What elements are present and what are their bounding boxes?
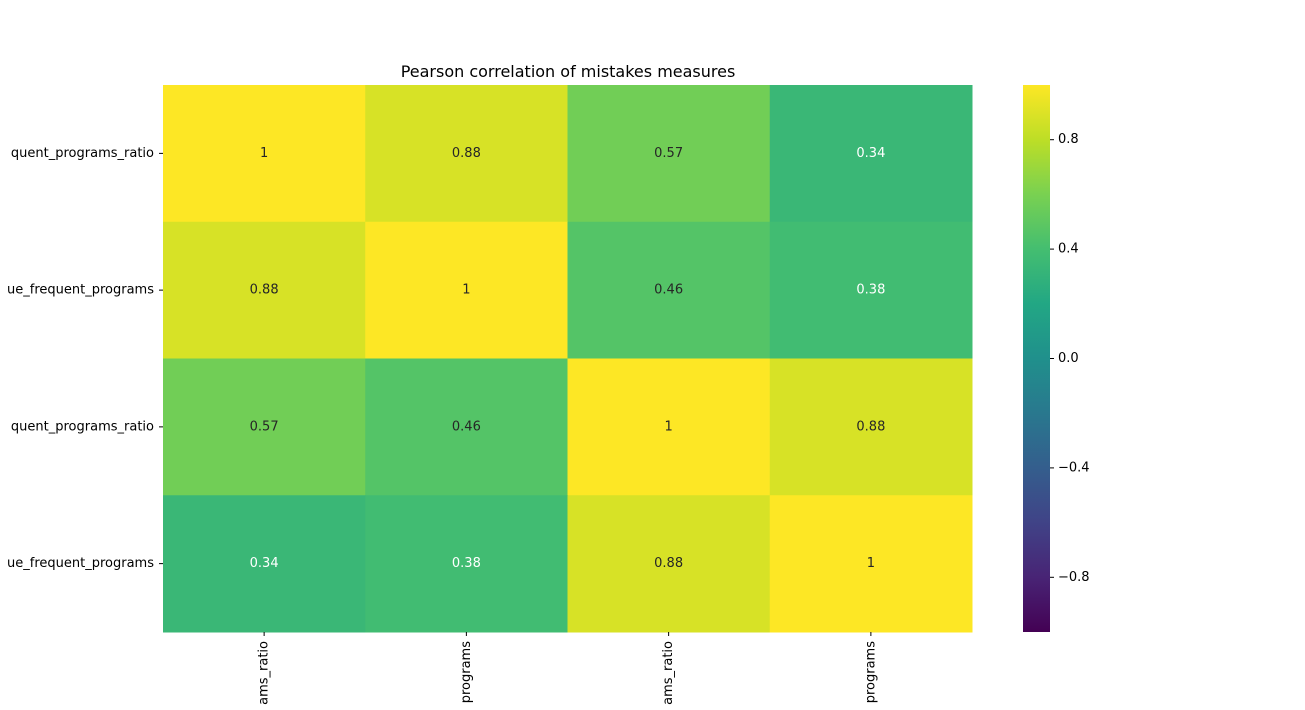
cell-annotation: 0.57 (654, 146, 683, 161)
y-axis: quent_programs_ratio ue_frequent_programs… (7, 146, 163, 571)
heatmap-cells (163, 85, 973, 633)
heatmap-cell (567, 221, 771, 359)
x-tick-label: programs (459, 641, 474, 703)
heatmap-cell (567, 358, 771, 496)
heatmap-cell (365, 85, 568, 223)
cell-annotation: 0.46 (452, 419, 481, 434)
heatmap-cell (365, 495, 568, 633)
cell-annotation: 1 (867, 556, 875, 571)
cell-annotation: 0.88 (856, 419, 885, 434)
y-tick-label: ue_frequent_programs (7, 283, 154, 298)
heatmap-cell (567, 495, 771, 633)
cell-annotation: 0.88 (452, 146, 481, 161)
heatmap-cell (163, 221, 366, 359)
heatmap-cell (769, 85, 973, 223)
x-axis: ams_ratio programs ams_ratio programs (257, 632, 878, 705)
cell-annotation: 0.34 (856, 146, 885, 161)
heatmap-cell (769, 221, 973, 359)
colorbar-axis: 0.8 0.4 0.0 −0.4 −0.8 (1050, 132, 1090, 585)
cell-annotation: 0.38 (452, 556, 481, 571)
cell-annotation: 0.88 (654, 556, 683, 571)
colorbar-tick-label: −0.8 (1058, 570, 1090, 585)
heatmap-cell (365, 358, 568, 496)
colorbar-tick-label: 0.8 (1058, 132, 1079, 147)
colorbar-tick-label: −0.4 (1058, 460, 1090, 475)
colorbar-tick-label: 0.0 (1058, 351, 1079, 366)
chart-title: Pearson correlation of mistakes measures (401, 62, 736, 81)
y-tick-label: quent_programs_ratio (11, 146, 154, 161)
cell-annotation: 1 (664, 419, 672, 434)
y-tick-label: quent_programs_ratio (11, 419, 154, 434)
heatmap-cell (365, 221, 568, 359)
heatmap-cell (769, 495, 973, 633)
cell-annotations: 1 0.88 0.57 0.34 0.88 1 0.46 0.38 0.57 0.46 1 0.88 0… (250, 146, 886, 571)
colorbar (1023, 85, 1050, 632)
heatmap-cell (163, 495, 366, 633)
x-tick-label: programs (863, 641, 878, 703)
cell-annotation: 1 (462, 283, 470, 298)
cell-annotation: 0.88 (250, 283, 279, 298)
y-tick-label: ue_frequent_programs (7, 556, 154, 571)
heatmap-cell (163, 85, 366, 223)
x-tick-label: ams_ratio (257, 641, 272, 705)
heatmap-cell (567, 85, 771, 223)
cell-annotation: 0.46 (654, 283, 683, 298)
cell-annotation: 0.38 (856, 283, 885, 298)
heatmap-cell (769, 358, 973, 496)
cell-annotation: 1 (260, 146, 268, 161)
colorbar-tick-label: 0.4 (1058, 242, 1079, 257)
heatmap-cell (163, 358, 366, 496)
x-tick-label: ams_ratio (661, 641, 676, 705)
cell-annotation: 0.34 (250, 556, 279, 571)
cell-annotation: 0.57 (250, 419, 279, 434)
